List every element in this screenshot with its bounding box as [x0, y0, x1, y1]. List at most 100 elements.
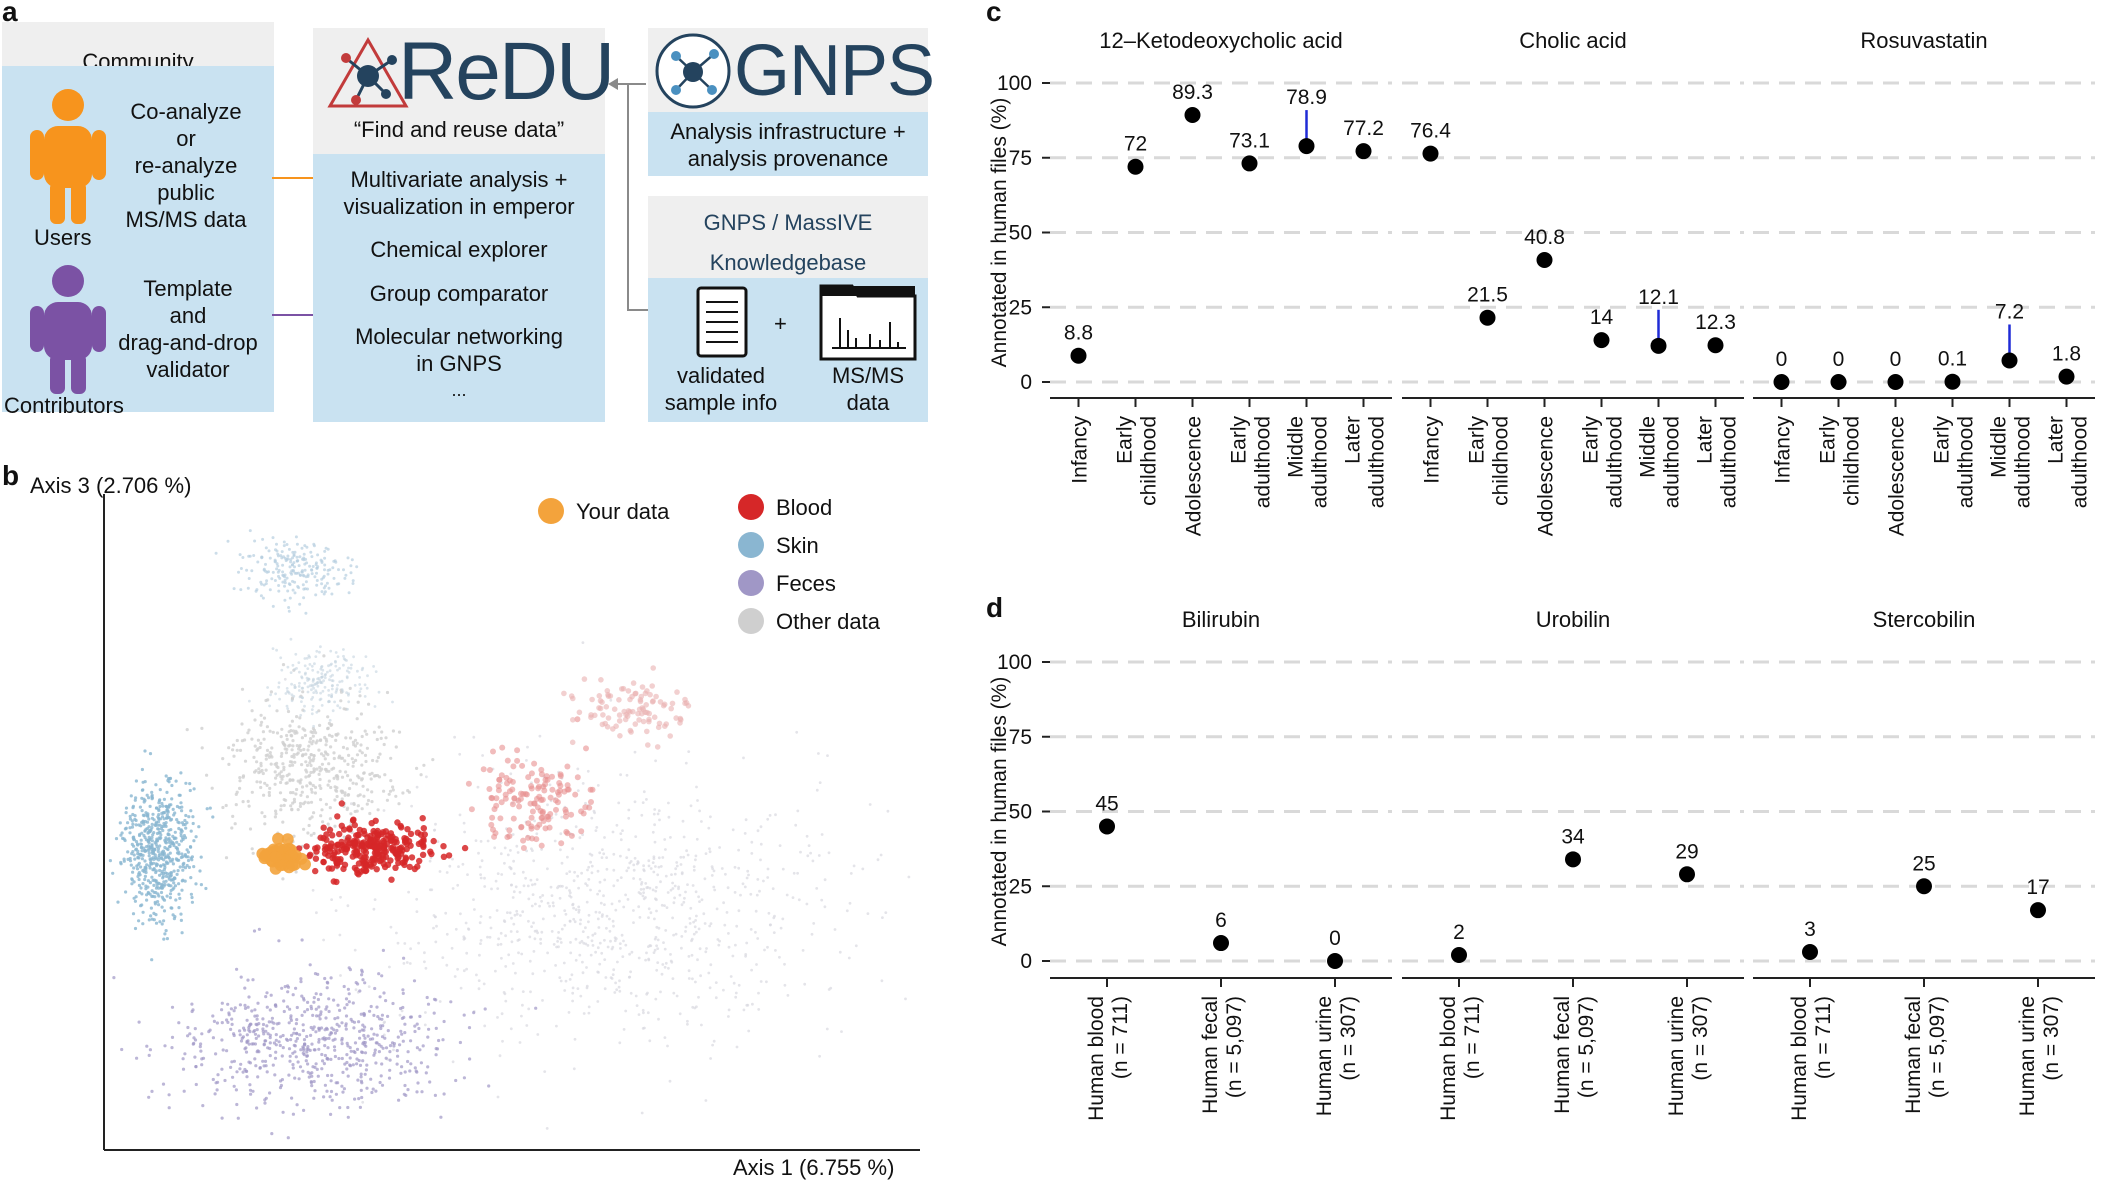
pcoa-point — [398, 1013, 402, 1017]
pcoa-point — [584, 801, 587, 805]
pcoa-point — [579, 994, 583, 998]
pcoa-point — [633, 800, 637, 804]
pcoa-point — [587, 865, 591, 869]
pcoa-point — [661, 856, 665, 859]
category-label: Human fecal — [1199, 996, 1222, 1114]
pcoa-point — [704, 950, 708, 954]
pcoa-point — [639, 888, 643, 891]
pcoa-point — [499, 931, 503, 935]
pcoa-point — [614, 908, 618, 912]
chart-title: Cholic acid — [1519, 28, 1627, 53]
pcoa-point — [742, 1008, 746, 1012]
pcoa-point — [669, 953, 672, 956]
pcoa-point — [756, 937, 760, 940]
pcoa-point — [625, 773, 629, 777]
pcoa-point — [579, 918, 582, 922]
pcoa-point — [680, 935, 684, 938]
gnps-logo-text: GNPS — [734, 31, 935, 111]
redu-features-box — [313, 154, 605, 422]
pcoa-point — [436, 840, 440, 843]
pcoa-point — [578, 941, 582, 945]
data-point — [1355, 143, 1372, 160]
pcoa-point — [797, 898, 801, 902]
pcoa-point — [694, 890, 698, 894]
users-text: Co-analyze or re-analyze public MS/MS da… — [112, 98, 260, 233]
pcoa-point — [458, 813, 462, 817]
pcoa-point — [690, 953, 694, 957]
pcoa-point — [657, 1017, 660, 1021]
pcoa-point — [500, 1012, 504, 1016]
pcoa-point — [543, 1070, 547, 1073]
category-label: Early — [1580, 416, 1603, 464]
pcoa-point — [818, 781, 822, 784]
pcoa-point — [743, 885, 747, 889]
pcoa-point — [772, 916, 776, 920]
data-point — [1773, 374, 1790, 390]
pcoa-point — [581, 930, 585, 933]
pcoa-point — [618, 1041, 622, 1045]
item1-line: validated — [676, 363, 766, 388]
pcoa-point — [451, 1060, 455, 1064]
pcoa-point — [611, 973, 615, 976]
pcoa-point — [678, 893, 682, 897]
pcoa-point — [705, 947, 708, 950]
pcoa-point — [632, 921, 635, 924]
pcoa-point — [827, 851, 831, 855]
category-label: (n = 5,097) — [1926, 996, 1949, 1098]
pcoa-point — [553, 839, 557, 843]
pcoa-point — [742, 756, 745, 760]
category-label: Early — [1931, 416, 1954, 464]
pcoa-point — [425, 775, 428, 779]
category-label: adulthood — [1252, 416, 1275, 508]
pcoa-point — [613, 991, 617, 994]
pcoa-point — [663, 904, 666, 907]
pcoa-point — [745, 941, 749, 945]
pcoa-point — [632, 868, 636, 872]
pcoa-point — [759, 842, 763, 846]
pcoa-point — [733, 865, 737, 869]
pcoa-point — [697, 927, 701, 931]
pcoa-point — [570, 973, 574, 977]
pcoa-point — [709, 1057, 712, 1060]
pcoa-point — [450, 946, 454, 950]
pcoa-point — [560, 927, 564, 931]
pcoa-point — [473, 908, 476, 911]
pcoa-point — [677, 887, 680, 891]
pcoa-point — [533, 819, 536, 823]
pcoa-point — [574, 908, 578, 911]
category-label: Early — [1817, 416, 1840, 464]
pcoa-point — [594, 829, 598, 832]
gnps-subtitle-line: analysis provenance — [687, 146, 889, 171]
contrib-text-line: validator — [146, 357, 230, 382]
pcoa-point — [779, 926, 783, 930]
pcoa-point — [755, 893, 759, 897]
pcoa-point — [750, 852, 754, 855]
pcoa-point — [461, 862, 465, 866]
pcoa-point — [481, 754, 484, 757]
contributor-icon — [30, 265, 106, 394]
data-point — [2001, 352, 2018, 369]
pcoa-point — [663, 838, 667, 841]
pcoa-point — [688, 917, 692, 920]
category-label: (n = 307) — [1337, 996, 1360, 1081]
pcoa-point — [633, 750, 637, 754]
pcoa-point — [556, 886, 559, 890]
pcoa-point — [457, 865, 460, 868]
pcoa-point — [667, 801, 670, 805]
pcoa-point — [625, 856, 629, 859]
pcoa-point — [563, 923, 567, 927]
pcoa-point — [610, 902, 614, 906]
pcoa-point — [609, 939, 612, 943]
pcoa-point — [602, 894, 605, 898]
pcoa-point — [732, 981, 736, 985]
y-tick-label: 25 — [1009, 296, 1032, 319]
pcoa-points — [108, 529, 911, 1140]
pcoa-point — [494, 879, 498, 883]
pcoa-point — [383, 1020, 386, 1024]
pcoa-point — [535, 878, 539, 881]
pcoa-point — [781, 867, 785, 871]
pcoa-point — [477, 987, 481, 991]
pcoa-point — [405, 961, 409, 964]
pcoa-point — [679, 855, 683, 859]
data-point — [1536, 252, 1553, 269]
